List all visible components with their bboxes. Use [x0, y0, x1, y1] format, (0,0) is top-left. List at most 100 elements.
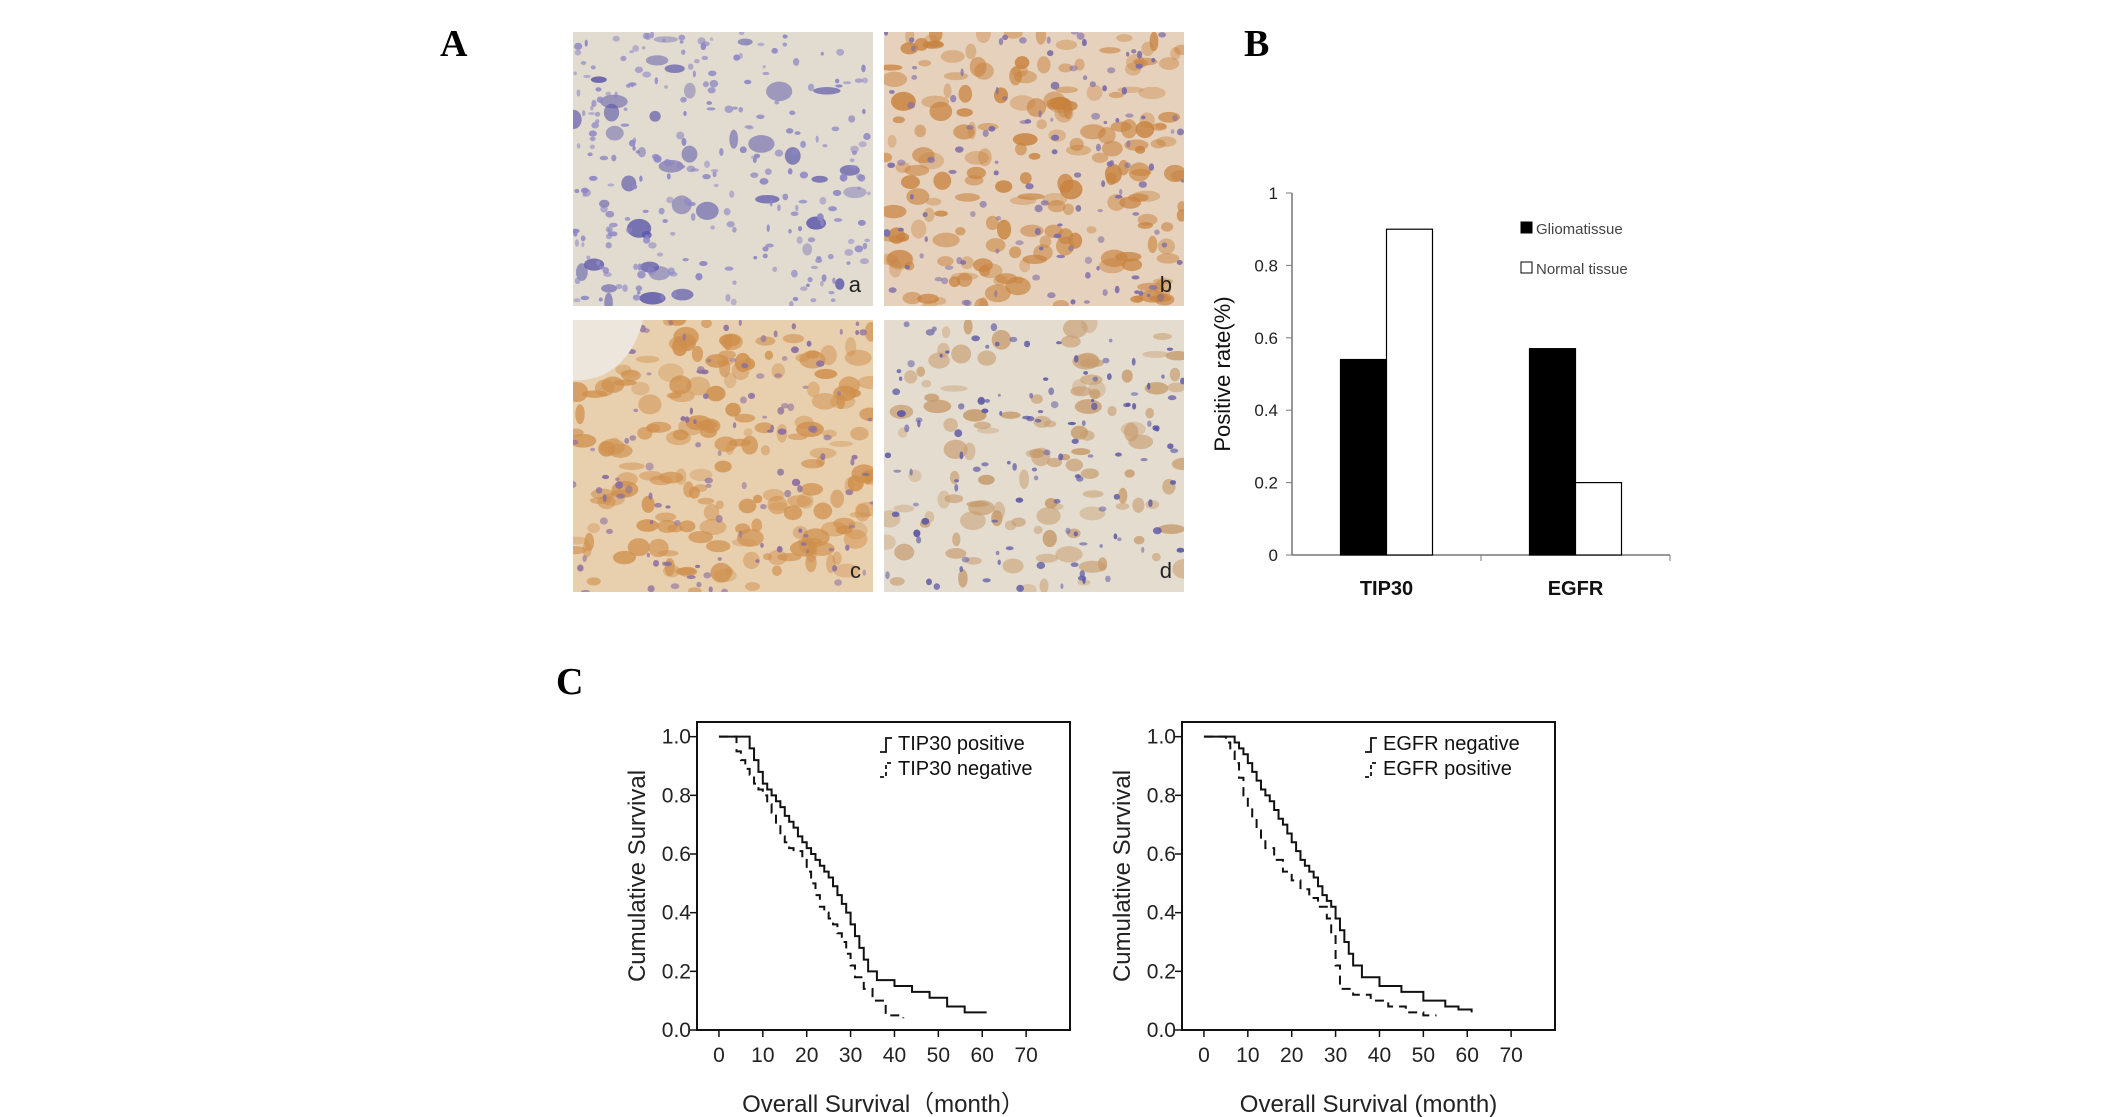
stained-cell: [952, 532, 961, 547]
nucleus: [939, 353, 943, 358]
nucleus: [624, 437, 630, 444]
stained-cell: [1118, 487, 1128, 504]
nucleus: [862, 108, 866, 115]
nucleus: [950, 94, 957, 103]
y-tick-label: 0.4: [1254, 401, 1278, 420]
nucleus: [1082, 75, 1088, 81]
nucleus: [634, 66, 644, 73]
nucleus: [1161, 374, 1165, 379]
stained-cell: [1151, 552, 1161, 562]
y-tick-label: 0.0: [662, 1019, 691, 1042]
nucleus: [692, 70, 696, 78]
stained-cell: [751, 518, 763, 533]
stained-cell: [855, 503, 870, 522]
nucleus: [792, 57, 800, 66]
tissue-background: [573, 32, 873, 306]
stained-cell: [1062, 203, 1074, 216]
nucleus: [913, 529, 921, 538]
nucleus: [982, 578, 991, 583]
stained-cell: [615, 364, 632, 375]
nucleus: [645, 462, 654, 471]
nucleus: [1180, 179, 1184, 183]
stained-cell: [621, 369, 641, 382]
stained-cell: [943, 439, 968, 460]
stained-cell: [1009, 246, 1022, 259]
nucleus: [789, 300, 794, 306]
nucleus: [1136, 50, 1143, 59]
stained-cell: [762, 488, 785, 502]
nucleus: [614, 91, 618, 99]
nucleus: [1131, 49, 1137, 54]
nucleus: [709, 79, 719, 88]
stained-cell: [1150, 123, 1168, 131]
nucleus: [756, 114, 765, 120]
stained-cell: [688, 486, 700, 499]
nucleus: [665, 505, 671, 509]
nucleus: [819, 219, 825, 227]
nucleus: [729, 190, 735, 198]
nucleus: [1050, 401, 1059, 409]
nucleus: [624, 217, 631, 221]
nucleus: [588, 130, 597, 137]
nucleus: [999, 410, 1003, 416]
nucleus: [599, 517, 608, 525]
stained-cell: [1132, 497, 1145, 513]
nucleus: [738, 52, 743, 60]
y-tick-label: 0.0: [1147, 1019, 1176, 1042]
nucleus: [816, 213, 824, 221]
nucleus: [859, 258, 869, 265]
stained-cell: [1074, 399, 1102, 414]
nucleus: [912, 65, 918, 70]
stained-cell: [743, 428, 753, 437]
stained-cell: [845, 337, 857, 357]
nucleus: [941, 277, 949, 285]
nucleus: [584, 39, 588, 47]
x-tick-label: 40: [1368, 1044, 1391, 1067]
legend-swatch: [880, 762, 892, 778]
stained-cell: [1039, 235, 1052, 248]
nucleus: [1102, 357, 1110, 364]
stained-cell: [914, 124, 927, 138]
nucleus: [746, 125, 754, 130]
nucleus: [800, 286, 808, 292]
nucleus: [933, 583, 940, 590]
nucleus: [1058, 453, 1064, 461]
y-tick-label: 1.0: [662, 726, 691, 749]
nucleus: [815, 135, 819, 143]
stained-cell: [1104, 164, 1122, 184]
nucleus: [850, 145, 859, 153]
legend-swatch: [1520, 221, 1533, 234]
nucleus: [596, 260, 601, 266]
stained-cell: [1071, 448, 1091, 456]
stained-cell: [1036, 119, 1047, 130]
stained-cell: [835, 525, 853, 535]
stained-cell: [1110, 121, 1132, 132]
stained-cell: [850, 426, 869, 441]
nucleus: [647, 267, 656, 275]
nucleus: [682, 333, 686, 341]
nucleus: [995, 550, 1000, 556]
nucleus: [648, 492, 653, 500]
stained-cell: [645, 423, 661, 433]
nucleus: [687, 201, 696, 207]
nucleus: [608, 222, 618, 228]
stained-cell: [691, 345, 704, 363]
nucleus: [916, 536, 922, 544]
stained-cell: [575, 404, 585, 425]
nucleus: [706, 107, 716, 111]
nucleus: [762, 71, 770, 76]
nucleus: [1176, 259, 1183, 265]
nucleus: [1097, 209, 1103, 213]
nucleus: [1140, 457, 1148, 462]
stained-cell: [974, 62, 994, 80]
nucleus: [724, 266, 734, 271]
nucleus: [635, 285, 643, 292]
nucleus: [707, 87, 716, 94]
nucleus: [1102, 85, 1107, 92]
stained-cell: [1028, 152, 1041, 160]
nucleus: [732, 422, 737, 429]
nucleus: [1092, 376, 1099, 382]
stained-cell: [1086, 226, 1097, 234]
nucleus: [1096, 265, 1100, 271]
bar: [1385, 228, 1434, 556]
